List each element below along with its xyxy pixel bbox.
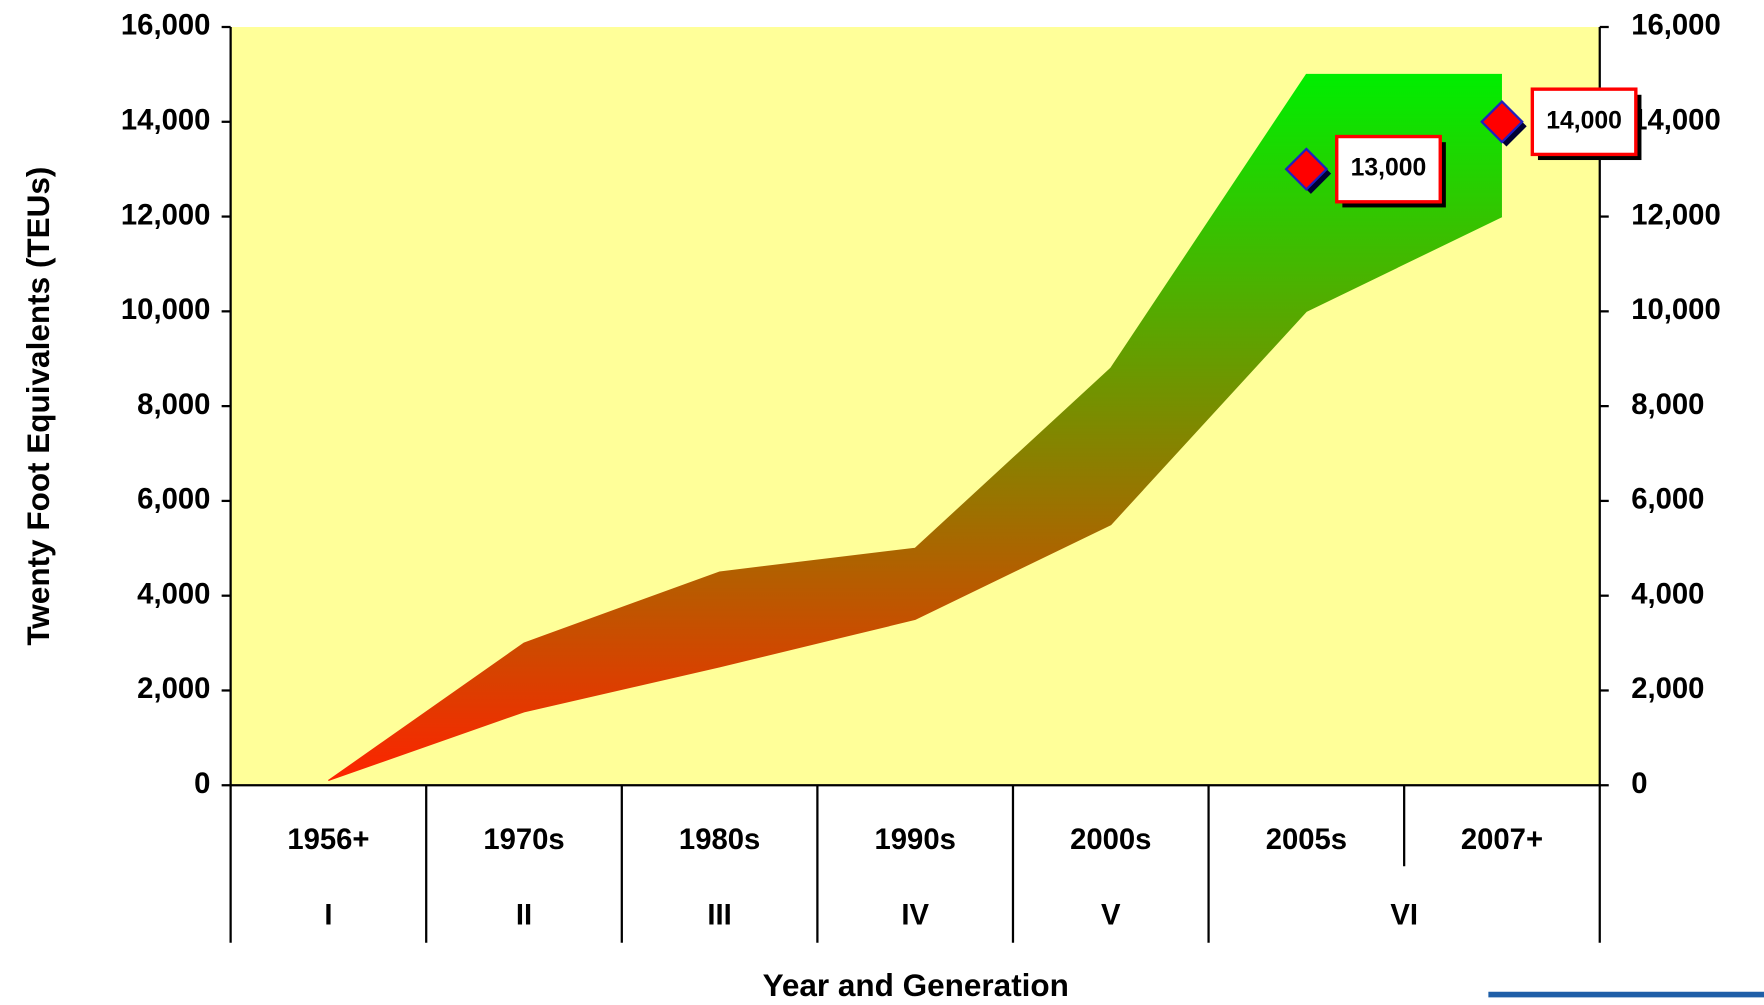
group-label: V bbox=[1101, 900, 1121, 932]
y2-tick-label: 4,000 bbox=[1631, 578, 1704, 610]
point bbox=[1284, 147, 1329, 192]
x-tick-label: 1980s bbox=[679, 824, 760, 856]
y2-tick-label: 2,000 bbox=[1631, 673, 1704, 705]
x-axis-title: Year and Generation bbox=[763, 967, 1069, 1003]
y-tick-label: 4,000 bbox=[137, 578, 210, 610]
group-label: I bbox=[324, 900, 332, 932]
x-tick-label: 2007+ bbox=[1461, 824, 1543, 856]
y-tick-label: 14,000 bbox=[121, 105, 210, 137]
y2-tick-label: 6,000 bbox=[1631, 484, 1704, 516]
x-tick-label: 2005s bbox=[1266, 824, 1347, 856]
group-label: VI bbox=[1390, 900, 1418, 932]
y2-tick-label: 0 bbox=[1631, 768, 1647, 800]
group-label: III bbox=[707, 900, 731, 932]
data-label: 13,000 bbox=[1351, 155, 1427, 182]
y-tick-label: 8,000 bbox=[137, 389, 210, 421]
band-high-edge bbox=[328, 73, 1502, 781]
group-label: II bbox=[516, 900, 532, 932]
data-label: 14,000 bbox=[1546, 107, 1622, 134]
y-tick-label: 16,000 bbox=[121, 10, 210, 42]
group-label: IV bbox=[901, 900, 929, 932]
y2-tick-label: 8,000 bbox=[1631, 389, 1704, 421]
x-tick-label: 1970s bbox=[483, 824, 564, 856]
y-tick-label: 10,000 bbox=[121, 294, 210, 326]
y-tick-label: 2,000 bbox=[137, 673, 210, 705]
y2-tick-label: 12,000 bbox=[1631, 199, 1720, 231]
y2-tick-label: 14,000 bbox=[1631, 105, 1720, 137]
x-tick-label: 2000s bbox=[1070, 824, 1151, 856]
range-band bbox=[328, 74, 1502, 781]
y-tick-label: 12,000 bbox=[121, 199, 210, 231]
point bbox=[1480, 99, 1524, 144]
band-low-edge bbox=[328, 216, 1503, 782]
label-box bbox=[1530, 87, 1638, 157]
y-tick-label: 6,000 bbox=[137, 484, 210, 516]
y2-tick-label: 10,000 bbox=[1631, 294, 1720, 326]
label-box bbox=[1335, 134, 1442, 204]
y-tick-label: 0 bbox=[194, 768, 210, 800]
y2-tick-label: 16,000 bbox=[1631, 10, 1720, 42]
x-tick-label: 1956+ bbox=[287, 824, 369, 856]
x-tick-label: 1990s bbox=[875, 824, 956, 856]
y-axis-title: Twenty Foot Equivalents (TEUs) bbox=[20, 167, 56, 646]
